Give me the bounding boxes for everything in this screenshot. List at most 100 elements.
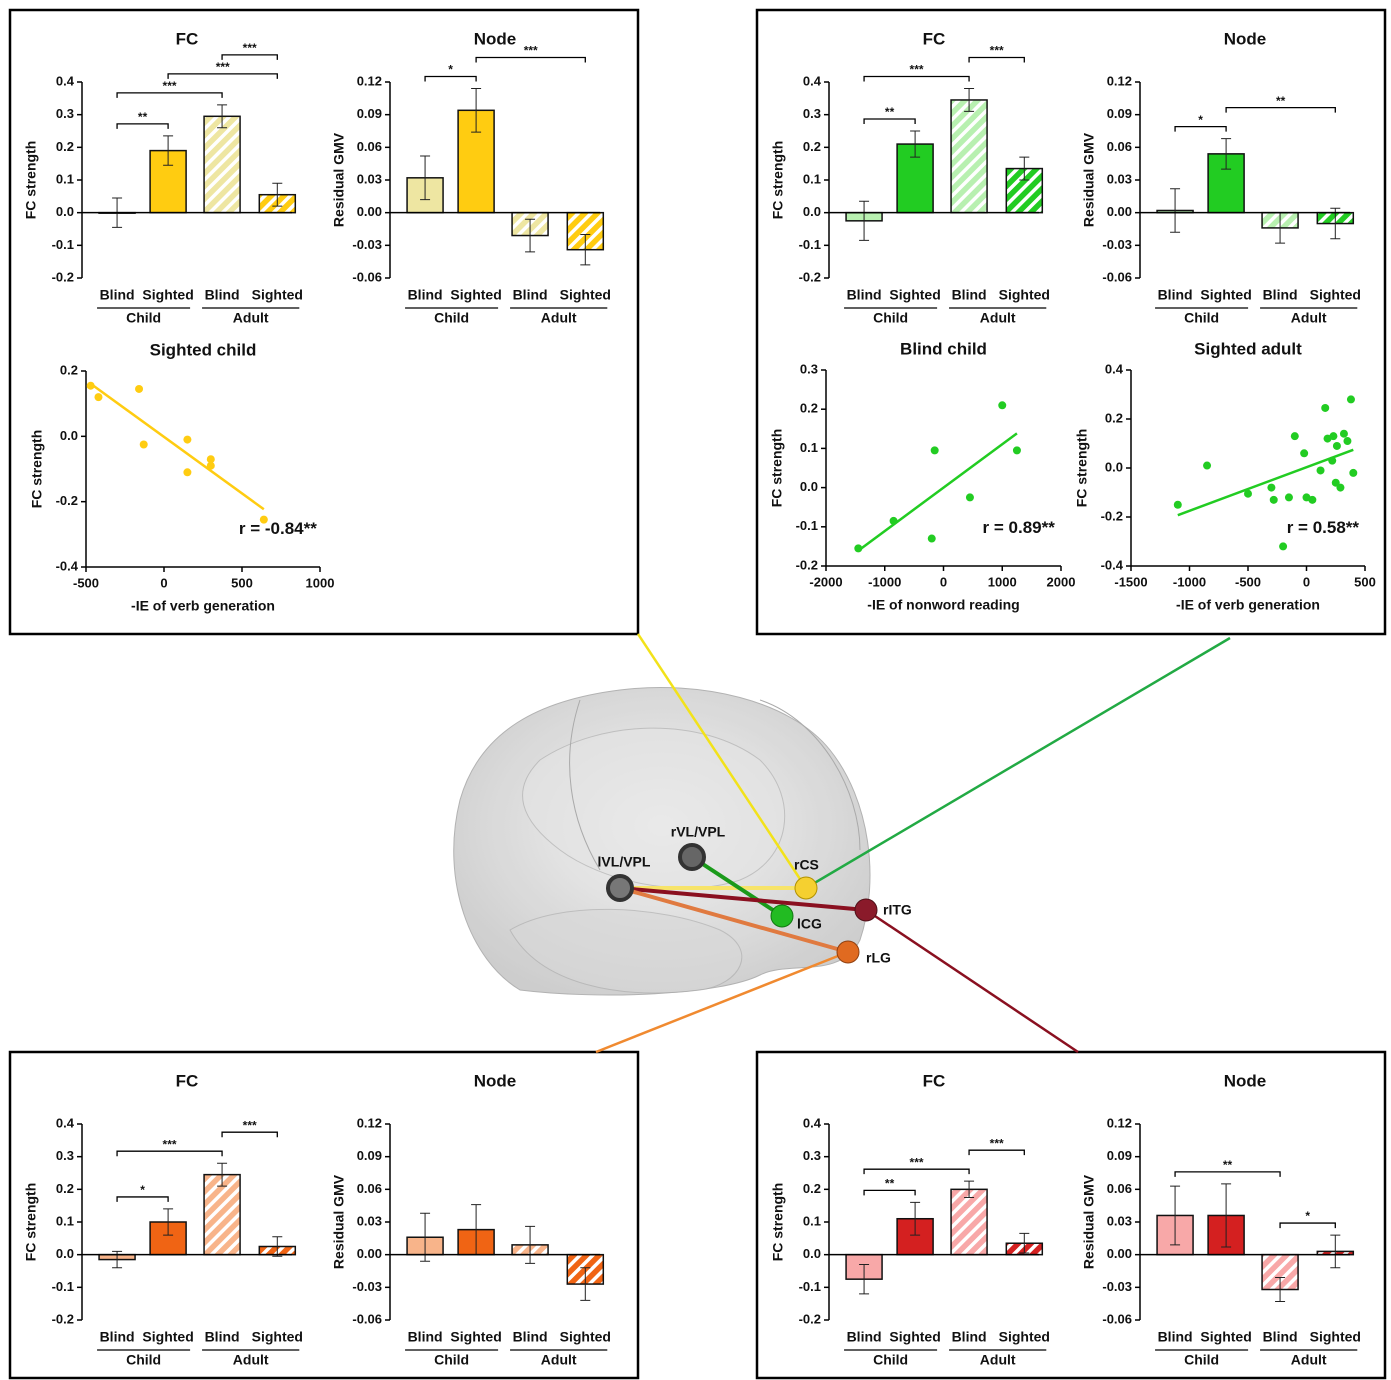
y-tick-label: 0.12 xyxy=(1107,1115,1132,1130)
significance-bracket xyxy=(117,1197,168,1202)
y-tick-label: 0.3 xyxy=(56,106,74,121)
y-tick-label: 0.2 xyxy=(56,1181,74,1196)
y-tick-label: 0.0 xyxy=(56,1246,74,1261)
significance-bracket xyxy=(969,1150,1024,1155)
point xyxy=(931,446,939,454)
y-tick-label: -0.03 xyxy=(1102,237,1132,252)
x-tick-label: Blind xyxy=(1158,287,1193,303)
y-tick-label: 0.0 xyxy=(1105,459,1123,474)
significance-bracket xyxy=(117,124,168,129)
chart-title: Sighted child xyxy=(150,340,257,359)
significance-label: *** xyxy=(243,41,257,55)
x-tick-label: Sighted xyxy=(1200,287,1251,303)
y-tick-label: 0.03 xyxy=(1107,171,1132,186)
group-label: Child xyxy=(1184,1352,1219,1368)
x-tick-label: -500 xyxy=(1235,574,1261,589)
y-tick-label: 0.12 xyxy=(357,73,382,88)
x-tick-label: 0 xyxy=(160,575,167,590)
point xyxy=(1329,432,1337,440)
significance-bracket xyxy=(168,74,277,79)
y-tick-label: 0.09 xyxy=(1107,106,1132,121)
point xyxy=(1336,484,1344,492)
x-tick-label: Sighted xyxy=(560,287,611,303)
y-tick-label: 0.2 xyxy=(60,362,78,377)
y-tick-label: 0.06 xyxy=(357,139,382,154)
point xyxy=(1333,442,1341,450)
significance-bracket xyxy=(222,1132,277,1137)
significance-label: ** xyxy=(138,110,148,124)
x-tick-label: Blind xyxy=(408,1329,443,1345)
x-tick-label: Sighted xyxy=(560,1329,611,1345)
y-tick-label: -0.4 xyxy=(1101,557,1124,572)
y-tick-label: 0.4 xyxy=(56,1115,75,1130)
y-tick-label: 0.3 xyxy=(56,1148,74,1163)
chart-title: FC xyxy=(923,29,946,48)
y-tick-label: -0.03 xyxy=(1102,1279,1132,1294)
y-axis-label: Residual GMV xyxy=(1081,1174,1097,1269)
y-tick-label: -0.2 xyxy=(796,557,818,572)
chart-title: FC xyxy=(923,1071,946,1090)
significance-label: *** xyxy=(990,1136,1004,1150)
significance-bracket xyxy=(864,1169,969,1174)
significance-bracket xyxy=(1175,1172,1280,1177)
y-tick-label: -0.2 xyxy=(52,269,74,284)
significance-label: *** xyxy=(163,79,177,93)
y-tick-label: 0.0 xyxy=(56,204,74,219)
y-tick-label: 0.00 xyxy=(357,204,382,219)
y-tick-label: -0.2 xyxy=(799,269,821,284)
x-tick-label: Sighted xyxy=(1310,287,1361,303)
x-tick-label: Blind xyxy=(1263,1329,1298,1345)
y-tick-label: 0.0 xyxy=(800,479,818,494)
chart-title: FC xyxy=(176,1071,199,1090)
group-label: Adult xyxy=(541,1352,577,1368)
x-tick-label: -1000 xyxy=(1173,574,1206,589)
y-axis-label: FC strength xyxy=(770,141,786,220)
x-tick-label: 500 xyxy=(1354,574,1376,589)
y-axis-label: FC strength xyxy=(770,1183,786,1262)
y-tick-label: -0.1 xyxy=(52,1279,74,1294)
significance-label: *** xyxy=(990,44,1004,58)
x-tick-label: 1000 xyxy=(988,574,1017,589)
node-label: rLG xyxy=(866,950,891,966)
point xyxy=(1321,404,1329,412)
significance-bracket xyxy=(1175,127,1226,132)
significance-label: * xyxy=(1305,1209,1310,1223)
y-tick-label: 0.09 xyxy=(1107,1148,1132,1163)
point xyxy=(87,382,95,390)
point xyxy=(1203,462,1211,470)
x-tick-label: Blind xyxy=(205,287,240,303)
y-tick-label: 0.03 xyxy=(1107,1213,1132,1228)
x-tick-label: Blind xyxy=(847,1329,882,1345)
point xyxy=(890,517,898,525)
point xyxy=(854,544,862,552)
y-tick-label: 0.2 xyxy=(803,139,821,154)
bar xyxy=(951,1189,987,1254)
y-axis-label: Residual GMV xyxy=(1081,132,1097,227)
significance-bracket xyxy=(117,1151,222,1156)
point xyxy=(1343,437,1351,445)
y-tick-label: 0.2 xyxy=(1105,410,1123,425)
fit-line xyxy=(1178,450,1354,515)
y-tick-label: 0.3 xyxy=(803,1148,821,1163)
group-label: Child xyxy=(873,1352,908,1368)
significance-bracket xyxy=(864,119,915,124)
y-tick-label: 0.1 xyxy=(56,171,74,186)
x-tick-label: Sighted xyxy=(1200,1329,1251,1345)
y-axis-label: FC strength xyxy=(23,1183,39,1262)
group-label: Adult xyxy=(980,1352,1016,1368)
y-tick-label: 0.00 xyxy=(357,1246,382,1261)
y-axis-label: FC strength xyxy=(29,430,45,509)
x-tick-label: Blind xyxy=(408,287,443,303)
figure: rVL/VPL lVL/VPL rCS lCG rITG rLG FCFC st… xyxy=(0,0,1391,1380)
point xyxy=(1013,446,1021,454)
y-tick-label: 0.3 xyxy=(800,361,818,376)
y-tick-label: 0.1 xyxy=(803,171,821,186)
group-label: Child xyxy=(1184,310,1219,326)
significance-label: *** xyxy=(163,1137,177,1151)
x-tick-label: Sighted xyxy=(142,287,193,303)
x-tick-label: Sighted xyxy=(999,1329,1050,1345)
y-tick-label: -0.06 xyxy=(1102,269,1132,284)
y-tick-label: -0.06 xyxy=(352,1311,382,1326)
group-label: Adult xyxy=(233,1352,269,1368)
y-axis-label: FC strength xyxy=(1074,429,1090,508)
